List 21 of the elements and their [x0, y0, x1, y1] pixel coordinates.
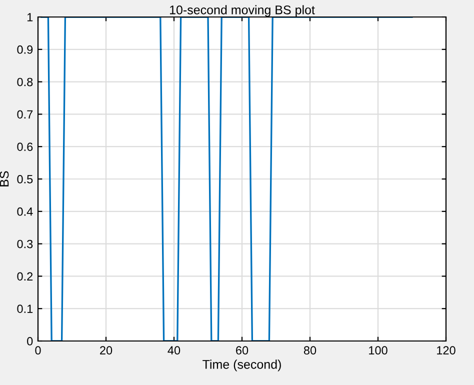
x-tick-label: 40	[168, 346, 180, 355]
y-tick-label: 0.9	[17, 45, 33, 54]
x-tick-label: 120	[437, 346, 456, 355]
x-axis-title: Time (second)	[202, 360, 281, 372]
y-tick-label: 0.7	[17, 110, 33, 119]
y-tick-label: 0.8	[17, 78, 33, 86]
y-tick-label: 0	[27, 337, 33, 346]
x-tick-label: 20	[100, 346, 112, 355]
y-tick-label: 1	[27, 13, 33, 22]
y-tick-label: 0.4	[17, 207, 33, 216]
x-tick-label: 60	[236, 346, 248, 355]
y-tick-label: 0.2	[17, 272, 33, 281]
x-tick-label: 0	[35, 346, 41, 355]
y-tick-label: 0.1	[17, 304, 33, 313]
x-tick-label: 80	[304, 346, 316, 355]
x-tick-label: 100	[369, 346, 388, 355]
y-tick-label: 0.3	[17, 240, 33, 248]
y-tick-label: 0.6	[17, 142, 33, 151]
y-axis-title: BS	[0, 171, 9, 186]
chart-title: 10-second moving BS plot	[170, 5, 315, 17]
y-tick-label: 0.5	[17, 175, 33, 184]
